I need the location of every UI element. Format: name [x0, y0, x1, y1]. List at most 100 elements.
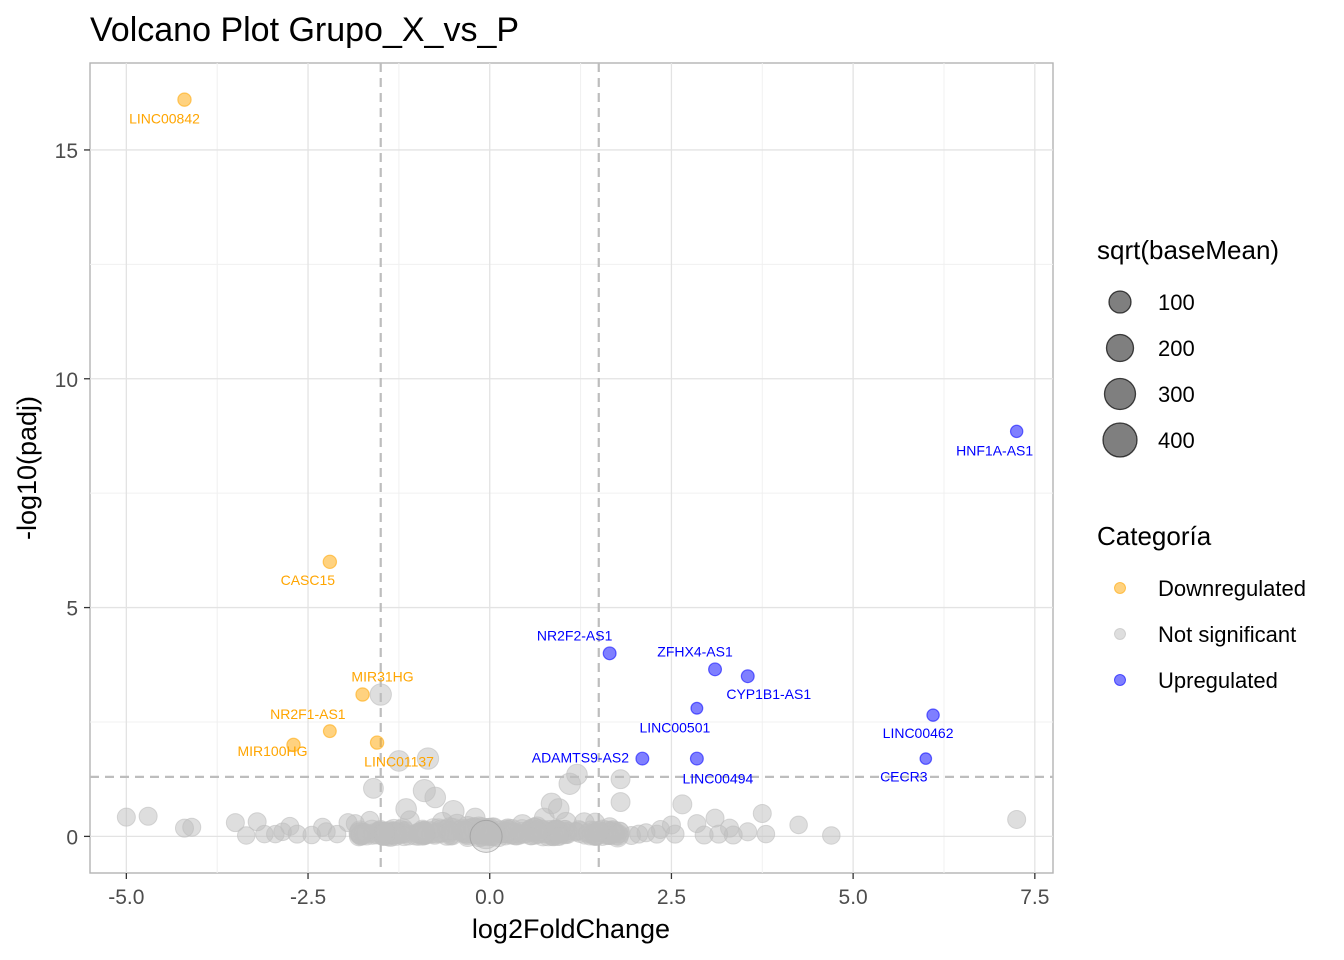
gene-label: ZFHX4-AS1	[657, 643, 733, 659]
gene-label: LINC00842	[129, 111, 200, 127]
not-significant-point	[738, 822, 758, 842]
y-axis-title: -log10(padj)	[12, 396, 42, 540]
size-legend-key	[1102, 422, 1138, 458]
color-legend-label: Upregulated	[1158, 668, 1278, 693]
not-significant-point	[469, 819, 503, 853]
x-axis-title: log2FoldChange	[472, 914, 670, 944]
x-tick-label: -2.5	[290, 886, 326, 909]
not-significant-point	[752, 803, 772, 824]
gene-label: LINC00501	[639, 719, 710, 735]
gene-label: LINC01137	[364, 754, 434, 770]
significant-point	[369, 735, 385, 750]
not-significant-point	[440, 821, 461, 841]
size-legend-key	[1105, 333, 1135, 363]
significant-point	[926, 708, 940, 722]
gene-label: CECR3	[880, 769, 928, 785]
gene-labels: LINC00842 CASC15 MIR31HG NR2F1-AS1 MIR100HG L…	[129, 111, 1033, 787]
y-axis-ticks: 0 5 10 15	[55, 140, 90, 849]
not-significant-point	[756, 824, 776, 844]
major-gridlines	[90, 63, 1053, 873]
y-tick-label: 5	[66, 598, 78, 621]
x-tick-label: 7.5	[1020, 886, 1049, 909]
gene-label: MIR31HG	[351, 669, 413, 685]
color-legend-key	[1114, 628, 1126, 640]
significant-point	[322, 554, 338, 570]
y-tick-label: 15	[55, 140, 78, 163]
significant-point	[919, 752, 933, 765]
not-significant-point	[327, 824, 347, 844]
significant-point	[322, 724, 337, 739]
x-tick-label: 5.0	[839, 886, 868, 909]
not-significant-point	[441, 826, 460, 846]
not-significant-point	[138, 806, 158, 826]
not-significant-point	[672, 794, 693, 815]
not-significant-point	[388, 750, 410, 772]
significant-point	[286, 737, 301, 753]
not-significant-point	[414, 820, 435, 842]
gene-label: CYP1B1-AS1	[726, 686, 811, 702]
not-significant-point	[610, 792, 631, 813]
plot-panel	[89, 62, 1054, 874]
significant-point	[708, 662, 723, 677]
color-legend-items: Downregulated Not significant Upregulated	[1114, 576, 1306, 693]
significant-point	[177, 92, 192, 107]
not-significant-point	[236, 826, 256, 845]
size-legend-label: 300	[1158, 382, 1195, 407]
significant-point	[740, 669, 755, 684]
color-legend-label: Downregulated	[1158, 576, 1306, 601]
color-legend-key	[1114, 674, 1126, 686]
gene-label: NR2F2-AS1	[537, 627, 613, 643]
size-legend-key	[1103, 377, 1137, 411]
minor-gridlines	[90, 63, 1053, 873]
significant-point	[602, 646, 617, 661]
not-significant-point	[374, 823, 395, 843]
significant-point	[1009, 424, 1024, 439]
gene-label: MIR100HG	[237, 743, 307, 759]
not-significant-point	[350, 825, 372, 846]
not-significant-point	[363, 777, 384, 799]
not-significant-point	[610, 769, 631, 790]
not-significant-point	[369, 683, 392, 706]
size-legend: sqrt(baseMean) 100 200 300 400	[1097, 235, 1279, 458]
not-significant-points	[116, 683, 1027, 853]
not-significant-point	[550, 826, 570, 846]
not-significant-point	[394, 826, 414, 847]
gene-label: HNF1A-AS1	[956, 442, 1033, 458]
y-tick-label: 10	[55, 369, 78, 392]
gene-label: CASC15	[281, 572, 336, 588]
x-tick-label: -5.0	[108, 886, 144, 909]
significant-points	[177, 92, 1024, 766]
not-significant-point	[822, 826, 841, 845]
size-legend-items: 100 200 300 400	[1102, 290, 1195, 458]
significant-point	[690, 701, 704, 715]
color-legend-label: Not significant	[1158, 622, 1296, 647]
not-significant-point	[225, 813, 245, 833]
gene-label: NR2F1-AS1	[270, 706, 346, 722]
size-legend-label: 100	[1158, 290, 1195, 315]
gene-label: LINC00462	[883, 725, 954, 741]
not-significant-point	[789, 815, 808, 835]
not-significant-point	[665, 824, 685, 844]
color-legend-title: Categoría	[1097, 521, 1212, 551]
not-significant-point	[521, 826, 540, 846]
color-legend-key	[1114, 582, 1126, 594]
x-tick-label: 0.0	[475, 886, 504, 909]
not-significant-point	[424, 786, 447, 809]
not-significant-point	[1007, 809, 1027, 829]
size-legend-label: 200	[1158, 336, 1195, 361]
size-legend-title: sqrt(baseMean)	[1097, 235, 1279, 265]
significant-point	[689, 751, 704, 766]
not-significant-point	[481, 817, 505, 840]
y-tick-label: 0	[66, 826, 78, 849]
x-axis-ticks: -5.0 -2.5 0.0 2.5 5.0 7.5	[108, 873, 1049, 909]
size-legend-label: 400	[1158, 428, 1195, 453]
gene-label: ADAMTS9-AS2	[532, 750, 629, 766]
significant-point	[635, 751, 650, 766]
not-significant-point	[182, 817, 202, 837]
not-significant-point	[587, 820, 610, 843]
not-significant-point	[566, 763, 588, 786]
not-significant-point	[116, 807, 136, 827]
significant-point	[355, 687, 370, 702]
not-significant-point	[375, 822, 395, 841]
